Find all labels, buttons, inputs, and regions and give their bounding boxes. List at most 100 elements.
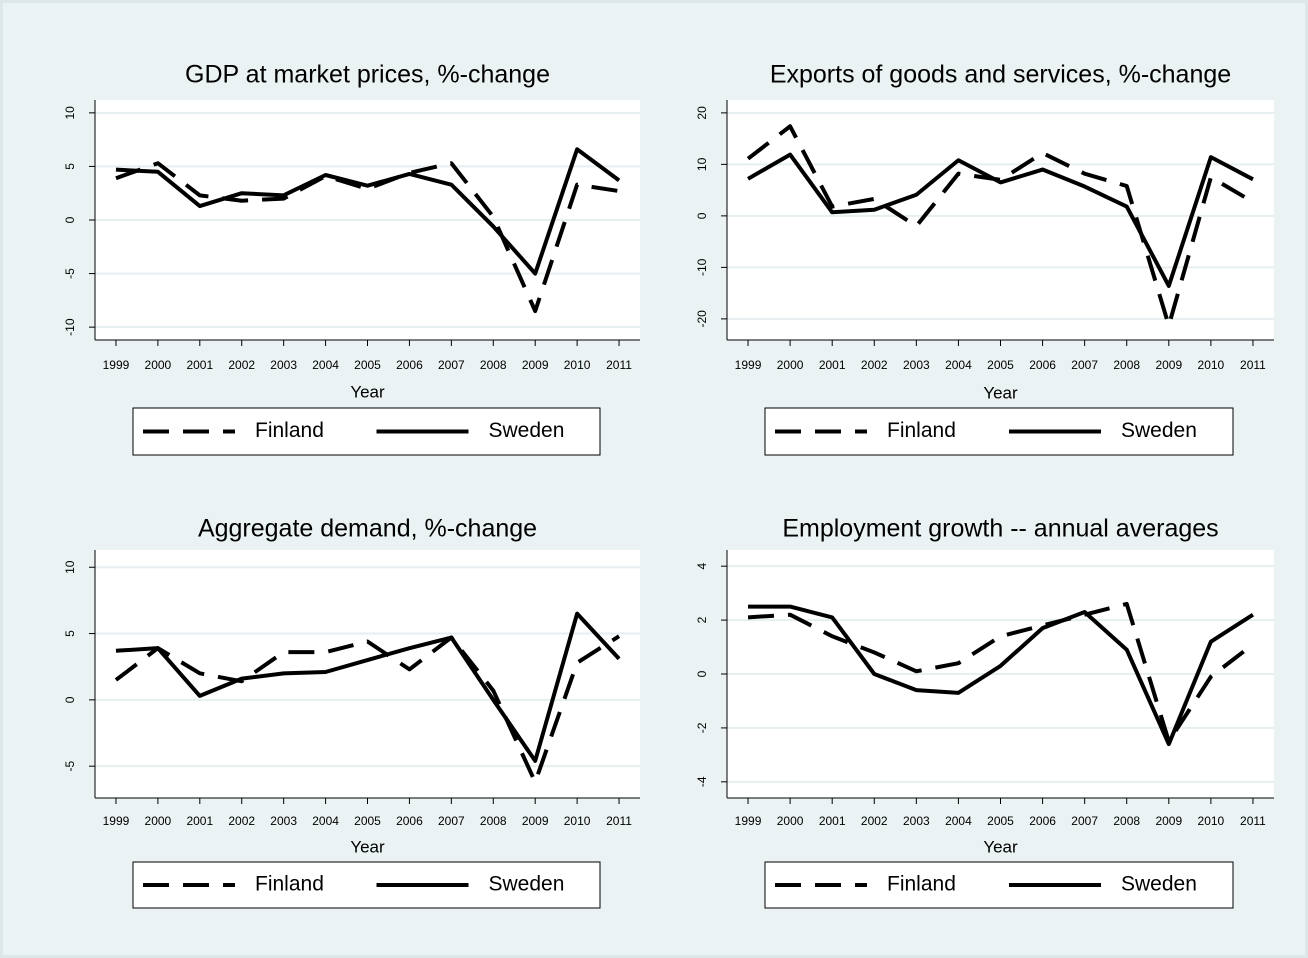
series-line: [746, 124, 1254, 328]
x-tick-label: 2009: [1155, 814, 1182, 828]
y-tick-label: 2: [695, 616, 709, 623]
x-tick-label: 2011: [606, 358, 632, 372]
x-tick-label: 2000: [777, 358, 804, 372]
legend-label: Finland: [887, 419, 956, 442]
x-tick-label: 2002: [228, 358, 255, 372]
x-tick-label: 2011: [1240, 814, 1266, 828]
legend-label: Sweden: [1121, 419, 1197, 442]
legend-label: Sweden: [1121, 873, 1197, 896]
x-tick-label: 2002: [861, 358, 888, 372]
chart-title: Exports of goods and services, %-change: [770, 61, 1231, 89]
panel: Aggregate demand, %-change -5 0 5 10 1999 2000…: [63, 515, 640, 909]
y-tick-label: 10: [63, 106, 77, 120]
x-tick-label: 2009: [522, 814, 549, 828]
x-tick-label: 2004: [312, 814, 339, 828]
x-tick-label: 2005: [354, 358, 381, 372]
legend: [132, 407, 601, 456]
x-tick-label: 2011: [606, 814, 632, 828]
x-tick-label: 1999: [103, 358, 130, 372]
panel: Exports of goods and services, %-change -…: [695, 61, 1274, 456]
x-tick-label: 2009: [1155, 358, 1182, 372]
y-tick-label: -5: [63, 268, 77, 279]
y-tick-label: -4: [695, 776, 709, 787]
chart-title: Aggregate demand, %-change: [198, 515, 537, 543]
panel: GDP at market prices, %-change -10 -5 0 5 10 1…: [63, 61, 640, 456]
x-tick-label: 2007: [438, 814, 465, 828]
x-tick-label: 2010: [1198, 358, 1225, 372]
x-axis-label: Year: [983, 383, 1018, 402]
x-tick-label: 2007: [438, 358, 465, 372]
x-tick-label: 2004: [945, 814, 972, 828]
series-line: [115, 147, 621, 276]
series-line: [114, 634, 621, 785]
x-tick-label: 2001: [186, 358, 213, 372]
legend: [764, 861, 1234, 909]
y-tick-label: 0: [695, 212, 709, 219]
x-tick-label: 2009: [522, 358, 549, 372]
chart-title: GDP at market prices, %-change: [185, 61, 550, 89]
x-tick-label: 2001: [819, 358, 846, 372]
x-tick-label: 2010: [1198, 814, 1225, 828]
series-line: [747, 152, 1254, 288]
legend-label: Finland: [887, 873, 956, 896]
x-tick-label: 2007: [1071, 814, 1098, 828]
y-tick-label: 0: [63, 216, 77, 223]
x-tick-label: 2011: [1240, 358, 1266, 372]
series-line: [747, 601, 1255, 744]
x-tick-label: 2006: [396, 358, 423, 372]
x-tick-label: 2003: [903, 814, 930, 828]
chart-title: Employment growth -- annual averages: [782, 515, 1218, 543]
x-tick-label: 2006: [1029, 814, 1056, 828]
x-tick-label: 2010: [564, 358, 591, 372]
plot-area: [95, 550, 640, 798]
x-tick-label: 2008: [480, 358, 507, 372]
legend: [132, 861, 601, 909]
x-tick-label: 2002: [228, 814, 255, 828]
legend: [764, 407, 1234, 456]
x-tick-label: 1999: [735, 814, 762, 828]
x-tick-label: 2008: [1113, 814, 1140, 828]
y-tick-label: 5: [63, 163, 77, 170]
y-tick-label: -20: [695, 310, 709, 328]
y-tick-label: 5: [63, 630, 77, 637]
x-tick-label: 2003: [270, 814, 297, 828]
x-tick-label: 2008: [480, 814, 507, 828]
y-tick-label: 4: [695, 563, 709, 570]
x-axis-label: Year: [983, 837, 1018, 856]
panel: Employment growth -- annual averages -4 -2…: [695, 515, 1274, 909]
x-axis-label: Year: [350, 382, 385, 401]
x-tick-label: 2005: [987, 358, 1014, 372]
x-tick-label: 2008: [1113, 358, 1140, 372]
x-tick-label: 2006: [1029, 358, 1056, 372]
x-tick-label: 2006: [396, 814, 423, 828]
x-tick-label: 2003: [270, 358, 297, 372]
x-tick-label: 2000: [145, 358, 172, 372]
x-tick-label: 2003: [903, 358, 930, 372]
x-axis-label: Year: [350, 837, 385, 856]
legend-label: Sweden: [489, 873, 565, 896]
y-tick-label: -2: [695, 722, 709, 733]
x-tick-label: 2004: [312, 358, 339, 372]
y-tick-label: -10: [63, 318, 77, 336]
y-tick-label: -10: [695, 258, 709, 276]
x-tick-label: 2010: [564, 814, 591, 828]
plot-area: [727, 100, 1274, 340]
x-tick-label: 2000: [777, 814, 804, 828]
x-tick-label: 2004: [945, 358, 972, 372]
x-tick-label: 2002: [861, 814, 888, 828]
series-line: [115, 161, 620, 314]
x-tick-label: 2001: [186, 814, 213, 828]
x-tick-label: 2000: [145, 814, 172, 828]
series-line: [748, 604, 1255, 747]
x-tick-label: 2005: [354, 814, 381, 828]
legend-label: Finland: [255, 419, 324, 442]
x-tick-label: 1999: [103, 814, 130, 828]
y-tick-label: 0: [695, 670, 709, 677]
y-tick-label: 20: [695, 106, 709, 120]
series-line: [115, 611, 621, 763]
x-tick-label: 2005: [987, 814, 1014, 828]
y-tick-label: 0: [63, 696, 77, 703]
legend-label: Finland: [255, 873, 324, 896]
x-tick-label: 2007: [1071, 358, 1098, 372]
